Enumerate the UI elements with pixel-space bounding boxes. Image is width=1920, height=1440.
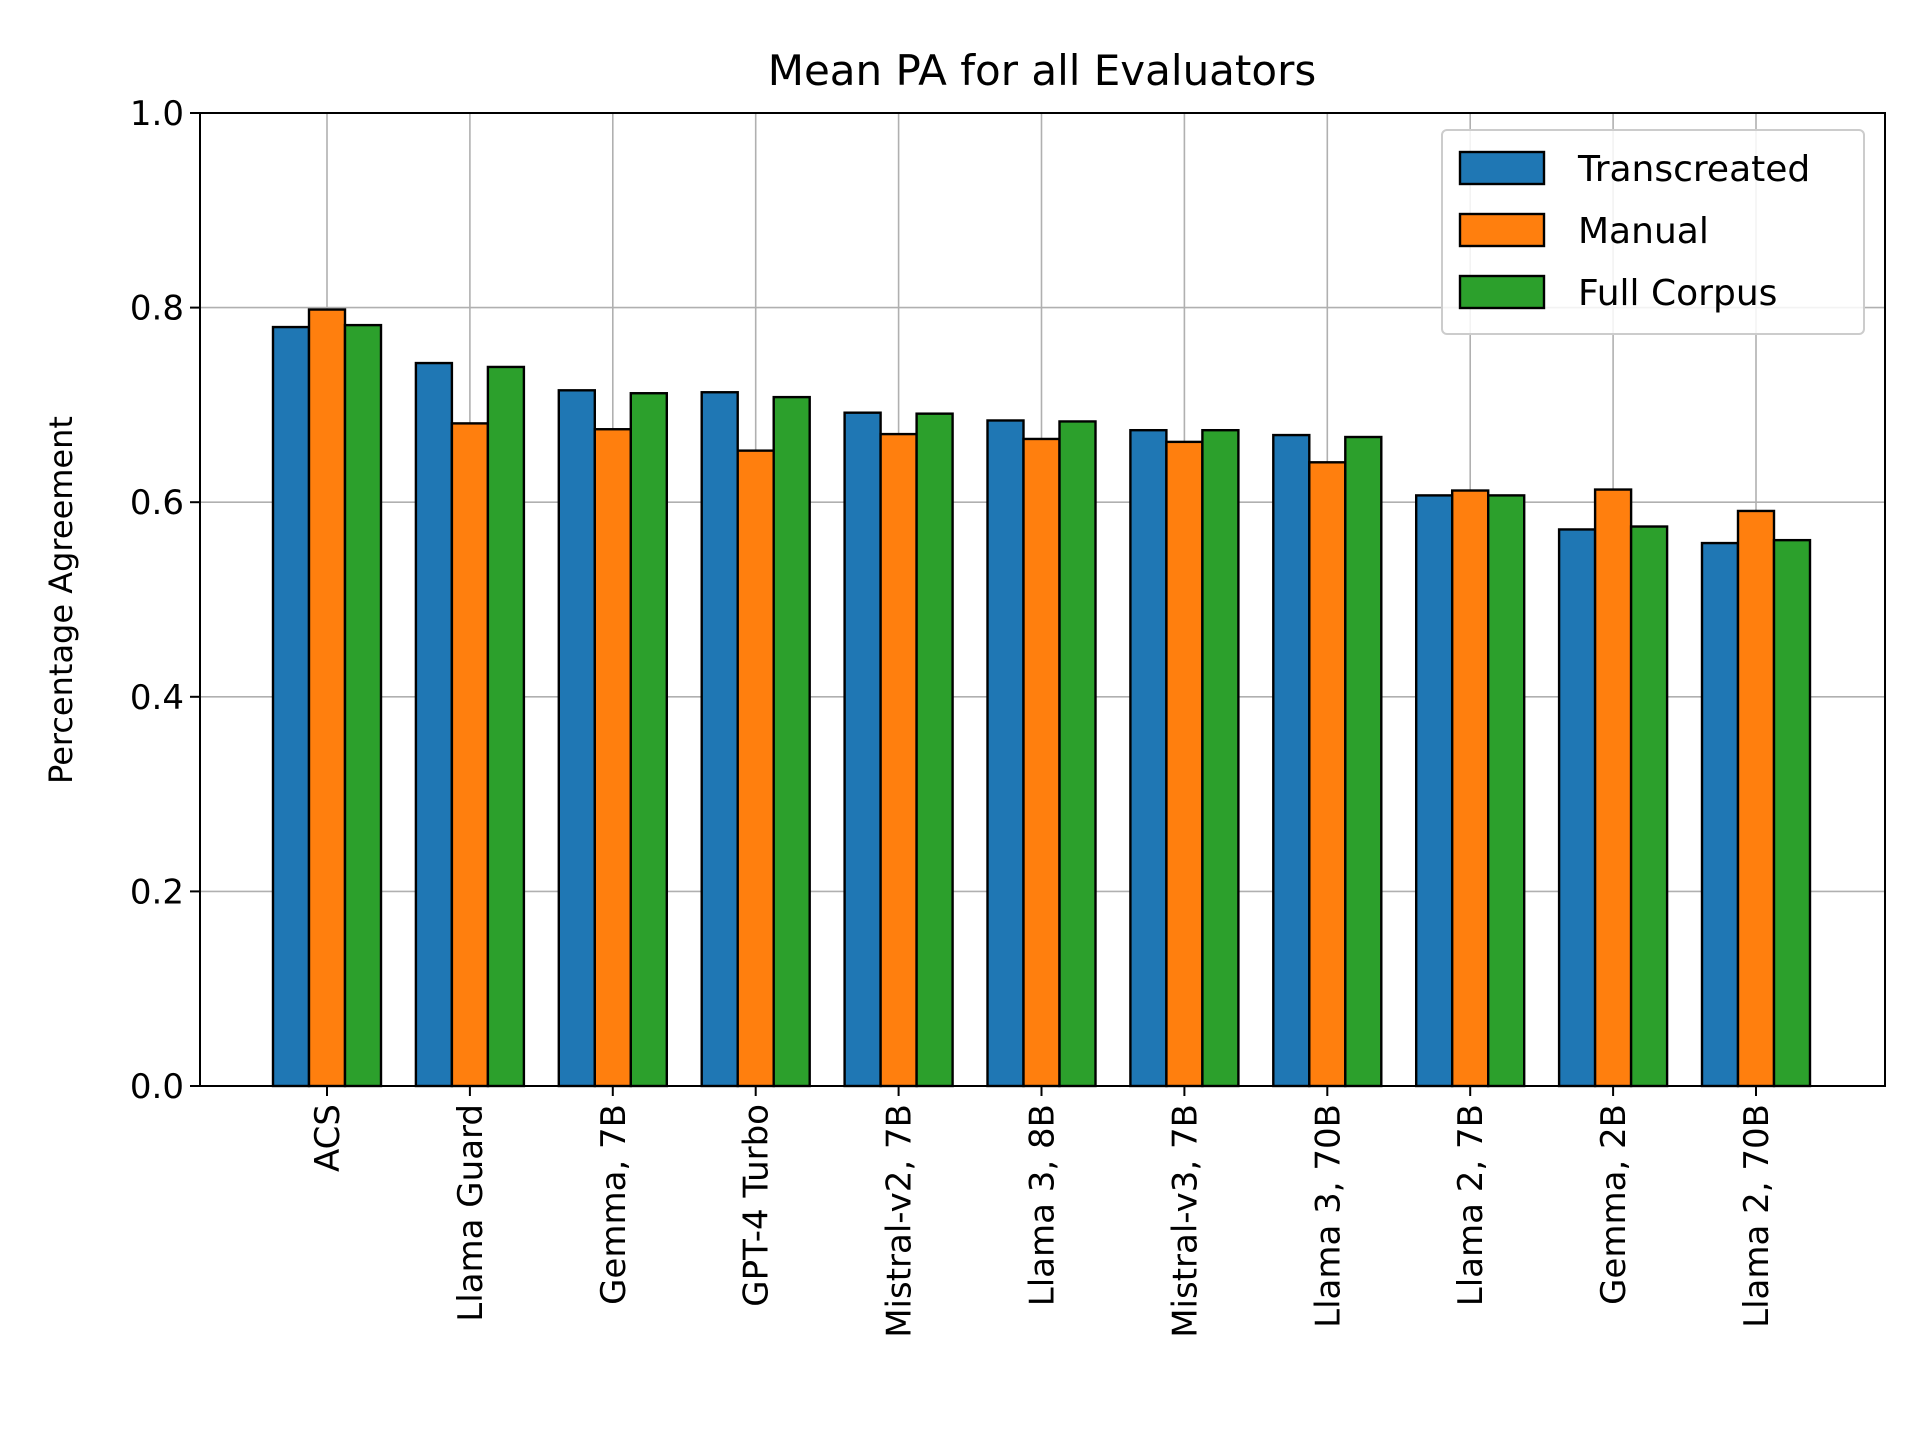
y-tick-label: 1.0	[130, 94, 184, 134]
bar-full-corpus	[1772, 538, 1812, 1088]
bar-full-corpus	[915, 412, 954, 1088]
bar-manual	[307, 308, 347, 1088]
bar-transcreated	[557, 389, 596, 1088]
bars	[271, 308, 1812, 1088]
legend-label: Manual	[1578, 211, 1709, 252]
bar-manual	[1022, 437, 1061, 1088]
bar-manual	[450, 422, 490, 1088]
bar-full-corpus	[1629, 525, 1669, 1088]
y-axis: 0.0 0.2 0.4 0.6 0.8 1.0	[130, 94, 200, 1107]
y-tick-label: 0.6	[130, 483, 184, 523]
bar-transcreated	[1129, 428, 1168, 1088]
legend: Transcreated Manual Full Corpus	[1441, 129, 1865, 335]
bar-manual	[1736, 509, 1776, 1088]
legend-swatch	[1458, 150, 1546, 186]
bar-full-corpus	[1344, 435, 1383, 1088]
bar-full-corpus	[629, 392, 668, 1088]
bar-manual	[1308, 461, 1347, 1088]
bar-transcreated	[843, 411, 882, 1088]
bar-transcreated	[1700, 541, 1740, 1088]
x-tick-label: Llama 2, 7B	[1451, 1104, 1491, 1306]
y-axis-label: Percentage Agreement	[42, 416, 80, 784]
x-tick-label: ACS	[308, 1104, 348, 1172]
x-tick-label: Gemma, 2B	[1594, 1104, 1634, 1305]
x-tick-label: GPT-4 Turbo	[737, 1104, 777, 1307]
y-tick-label: 0.4	[130, 678, 184, 718]
bar-manual	[736, 449, 775, 1088]
x-tick-label: Llama 3, 70B	[1308, 1104, 1348, 1328]
legend-label: Transcreated	[1577, 149, 1810, 190]
bar-full-corpus	[486, 365, 526, 1088]
bar-manual	[1593, 488, 1633, 1088]
bar-manual	[879, 432, 918, 1088]
x-axis: ACS Llama Guard Gemma, 7B GPT-4 Turbo Mistra…	[308, 1086, 1777, 1338]
x-tick-label: Llama 3, 8B	[1023, 1104, 1063, 1306]
legend-swatch	[1458, 212, 1546, 248]
bar-manual	[1450, 489, 1490, 1088]
bar-transcreated	[271, 325, 311, 1088]
bar-transcreated	[1414, 494, 1454, 1088]
x-tick-label: Llama Guard	[451, 1104, 491, 1322]
y-tick-label: 0.8	[130, 289, 184, 329]
y-tick-label: 0.2	[130, 872, 184, 912]
bar-transcreated	[1557, 528, 1597, 1088]
bar-full-corpus	[1486, 494, 1526, 1088]
bar-full-corpus	[1201, 428, 1240, 1088]
bar-transcreated	[700, 391, 739, 1088]
x-tick-label: Mistral-v2, 7B	[880, 1104, 920, 1338]
y-tick-label: 0.0	[130, 1067, 184, 1107]
bar-transcreated	[414, 361, 454, 1088]
x-tick-label: Mistral-v3, 7B	[1165, 1104, 1205, 1338]
legend-box	[1441, 129, 1865, 335]
bar-full-corpus	[772, 395, 811, 1088]
bar-full-corpus	[343, 323, 383, 1088]
legend-label: Full Corpus	[1578, 273, 1777, 314]
bar-manual	[593, 428, 632, 1088]
x-tick-label: Gemma, 7B	[594, 1104, 634, 1305]
bar-full-corpus	[1058, 420, 1097, 1088]
bar-manual	[1165, 440, 1204, 1088]
bar-transcreated	[1272, 433, 1311, 1088]
legend-swatch	[1458, 274, 1546, 310]
chart-title: Mean PA for all Evaluators	[768, 46, 1317, 95]
bar-transcreated	[986, 419, 1025, 1088]
x-tick-label: Llama 2, 70B	[1737, 1104, 1777, 1328]
